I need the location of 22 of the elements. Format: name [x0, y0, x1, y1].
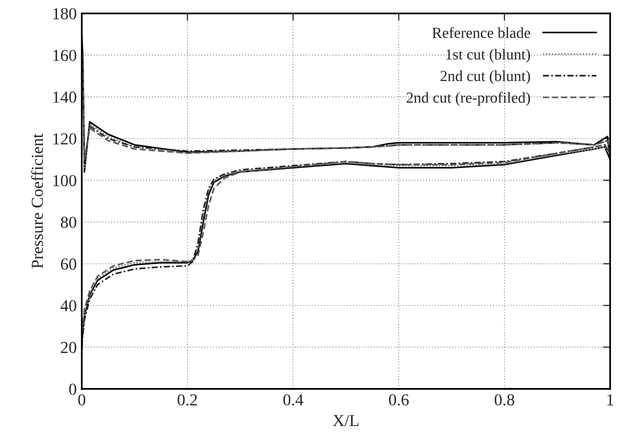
legend-label: 2nd cut (re-profiled): [406, 92, 530, 106]
x-axis-title: X/L: [332, 415, 358, 426]
y-tick-label: 60: [60, 258, 76, 270]
x-tick-label: 0.8: [494, 394, 514, 406]
x-tick-label: 0: [78, 394, 86, 406]
legend-label: 1st cut (blunt): [446, 48, 530, 63]
y-tick-label: 20: [60, 342, 76, 354]
legend-label: Reference blade: [432, 27, 530, 38]
y-tick-label: 100: [53, 174, 76, 186]
y-tick-label: 0: [69, 384, 76, 395]
x-tick-label: 0.6: [389, 394, 409, 406]
x-tick-label: 0.4: [283, 394, 304, 406]
y-tick-label: 80: [60, 216, 76, 228]
x-tick-label: 0.2: [178, 394, 197, 406]
x-tick-label: 1: [607, 394, 614, 406]
y-tick-label: 140: [53, 92, 76, 103]
y-tick-label: 180: [53, 8, 76, 20]
y-tick-label: 40: [60, 300, 76, 312]
y-axis-title: Pressure Coefficient: [31, 134, 43, 268]
legend-label: 2nd cut (blunt): [440, 70, 530, 84]
y-tick-label: 120: [53, 133, 76, 145]
y-tick-label: 160: [53, 50, 76, 62]
